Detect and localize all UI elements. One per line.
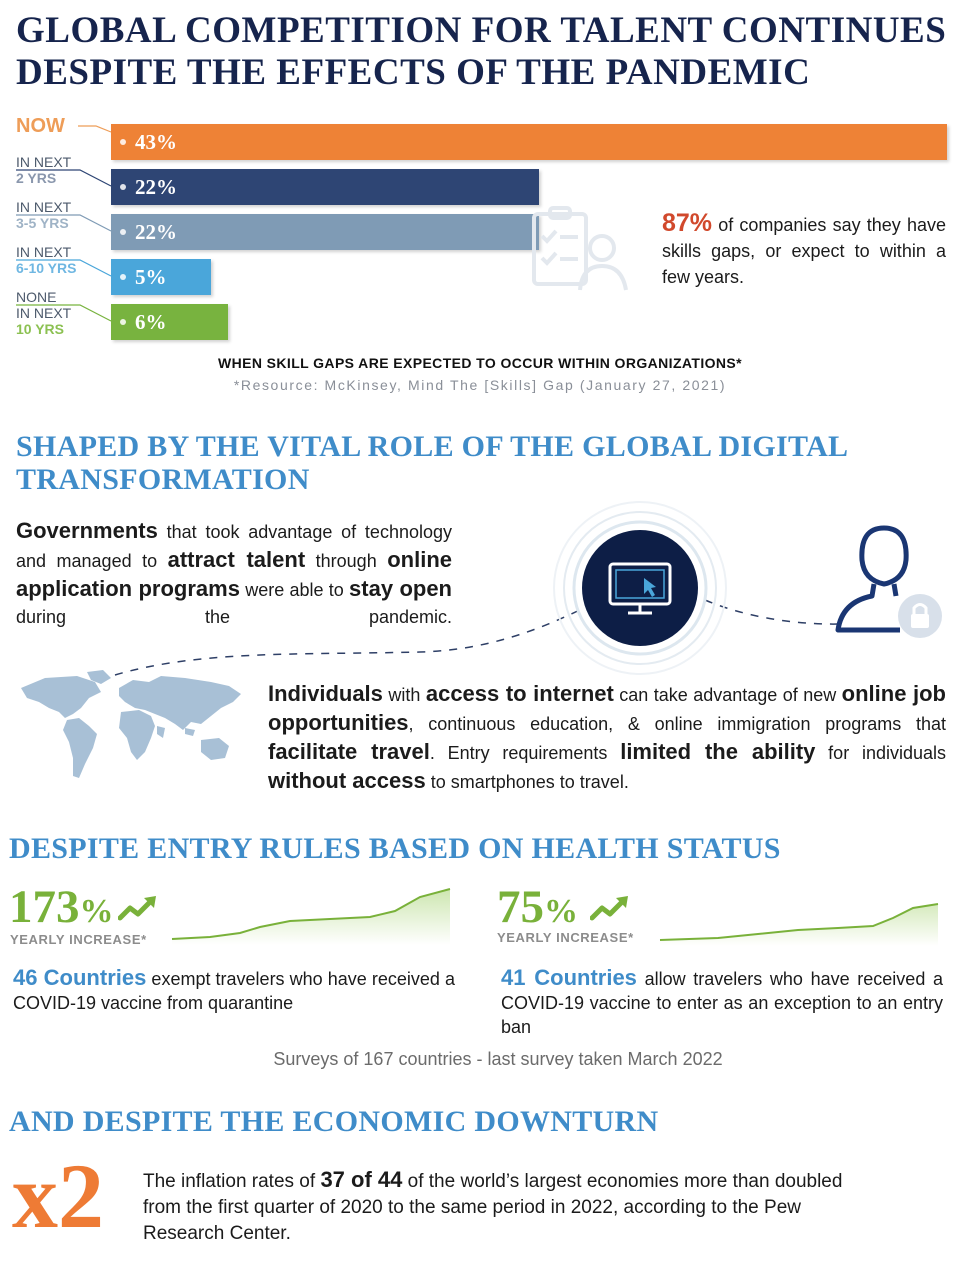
p2-individuals: Individuals: [268, 681, 383, 706]
bar-dot-4: [120, 319, 126, 325]
left-trend-area: [171, 888, 451, 945]
left-pct-value: 173%: [9, 882, 114, 937]
p1-attract-talent: attract talent: [167, 547, 306, 572]
right-countries-text: 41 Countries allow travelers who have re…: [501, 966, 943, 1039]
bar-label-none-l3: 10 YRS: [16, 321, 64, 337]
right-countries-highlight: 41 Countries: [501, 965, 637, 990]
bar-label-6-10yrs-l1: IN NEXT: [16, 244, 72, 260]
left-pct-sign: %: [79, 893, 114, 930]
infl-t1: The inflation rates of: [143, 1171, 321, 1192]
bar-1: 22%: [111, 169, 539, 205]
p2-text-l: to smartphones to travel.: [425, 772, 629, 792]
bar-dot-1: [120, 184, 126, 190]
p2-facilitate-travel: facilitate travel: [268, 739, 430, 764]
bar-label-now-text: NOW: [16, 115, 65, 137]
trend-up-arrow-icon: [590, 896, 628, 921]
dashed-connector-line: [114, 599, 841, 676]
p1-text-b: that took advantage of technology and ma…: [16, 522, 452, 571]
p2-text-h: . Entry requirements: [429, 743, 621, 763]
bar-dot-2: [120, 229, 126, 235]
right-pct-sign: %: [544, 893, 578, 930]
p1-online-programs: online application programs: [16, 547, 452, 601]
stat-87-text: 87% of companies say they have skills ga…: [662, 210, 946, 290]
infl-t3: of the world’s largest economies more th…: [143, 1171, 843, 1244]
computer-cursor-icon: [553, 501, 727, 675]
bar-label-2yrs-l1: IN NEXT: [16, 154, 72, 170]
bar-value-label-0: 43%: [135, 130, 177, 154]
section2-title: SHAPED BY THE VITAL ROLE OF THE GLOBAL D…: [16, 430, 848, 496]
p1-text-d: through: [305, 551, 388, 571]
main-title-line1: GLOBAL COMPETITION FOR TALENT CONTINUES: [16, 10, 947, 51]
bar-value-label-2: 22%: [135, 220, 177, 244]
main-title: GLOBAL COMPETITION FOR TALENT CONTINUES …: [16, 10, 966, 94]
right-pct-value: 75%: [497, 882, 578, 937]
main-title-line2: DESPITE THE EFFECTS OF THE PANDEMIC: [16, 52, 811, 93]
p2-access-internet: access to internet: [425, 681, 614, 706]
p1-text-f: were able to: [239, 580, 350, 600]
section3-title: DESPITE ENTRY RULES BASED ON HEALTH STAT…: [9, 832, 781, 865]
left-countries-highlight: 46 Countries: [13, 965, 147, 990]
right-countries-desc: allow travelers who have received a COVI…: [501, 969, 943, 1037]
bar-label-none-l1: NONE: [16, 289, 57, 305]
p2-text-b: with: [382, 685, 426, 705]
right-trend-area: [659, 903, 939, 946]
bar-dot-3: [120, 274, 126, 280]
bar-label-2yrs-l2: 2 YRS: [16, 170, 57, 186]
left-countries-text: 46 Countries exempt travelers who have r…: [13, 966, 455, 1015]
bar-connector-lines: [16, 125, 112, 322]
bar-4: 6%: [111, 304, 228, 340]
p2-online-jobs: online job opportunities: [268, 681, 946, 735]
p1-stay-open: stay open: [349, 576, 452, 601]
user-lock-icon: [835, 525, 942, 638]
bar-value-label-1: 22%: [135, 175, 177, 199]
right-yearly-label: YEARLY INCREASE*: [497, 930, 634, 945]
bar-label-2yrs: IN NEXT 2 YRS: [16, 154, 71, 186]
bar-label-none-l2: IN NEXT: [16, 305, 72, 321]
p1-governments: Governments: [16, 518, 158, 543]
bar-2: 22%: [111, 214, 539, 250]
stat-87-desc: of companies say they have skills gaps, …: [662, 215, 946, 287]
p2-text-d: can take advantage of new: [613, 685, 842, 705]
left-yearly-label: YEARLY INCREASE*: [10, 932, 147, 947]
bar-3: 5%: [111, 259, 211, 295]
section2-title-l2: TRANSFORMATION: [16, 463, 310, 496]
p2-text-f: , continuous education, & online immigra…: [408, 714, 946, 734]
inflation-text: The inflation rates of 37 of 44 of the w…: [143, 1167, 843, 1247]
survey-note: Surveys of 167 countries - last survey t…: [273, 1049, 723, 1069]
bar-label-3-5yrs-l1: IN NEXT: [16, 199, 72, 215]
p2-limited-ability: limited the ability: [620, 739, 816, 764]
bar-0: 43%: [111, 124, 947, 160]
individuals-paragraph: Individuals with access to internet can …: [268, 680, 946, 796]
left-countries-desc: exempt travelers who have received a COV…: [13, 969, 455, 1013]
p2-text-j: for individuals: [815, 743, 947, 763]
governments-paragraph: Governments that took advantage of techn…: [16, 517, 452, 631]
p2-without-access: without access: [268, 768, 426, 793]
chart-caption: WHEN SKILL GAPS ARE EXPECTED TO OCCUR WI…: [218, 355, 742, 371]
bar-value-label-4: 6%: [135, 310, 167, 334]
world-map-icon: [21, 670, 241, 778]
checklist-person-icon: [532, 206, 628, 291]
p1-text-h: during the pandemic.: [16, 607, 452, 627]
section2-title-l1: SHAPED BY THE VITAL ROLE OF THE GLOBAL D…: [16, 430, 849, 463]
bar-label-6-10yrs: IN NEXT 6-10 YRS: [16, 244, 76, 276]
section4-title: AND DESPITE THE ECONOMIC DOWNTURN: [9, 1105, 659, 1138]
right-pct-number: 75: [497, 881, 544, 933]
bar-label-3-5yrs-l2: 3-5 YRS: [16, 215, 69, 231]
x2-figure: x2: [12, 1145, 104, 1247]
stat-87-pct: 87%: [662, 209, 713, 237]
bar-label-none: NONE IN NEXT 10 YRS: [16, 289, 71, 337]
bar-label-3-5yrs: IN NEXT 3-5 YRS: [16, 199, 71, 231]
chart-source: *Resource: McKinsey, Mind The [Skills] G…: [233, 377, 727, 393]
infl-37-of-44: 37 of 44: [320, 1167, 403, 1192]
bar-dot-0: [120, 139, 126, 145]
bar-value-label-3: 5%: [135, 265, 167, 289]
bar-label-now: NOW: [16, 115, 65, 138]
bar-label-6-10yrs-l2: 6-10 YRS: [16, 260, 77, 276]
left-pct-number: 173: [9, 881, 80, 933]
trend-up-arrow-icon: [118, 896, 156, 921]
